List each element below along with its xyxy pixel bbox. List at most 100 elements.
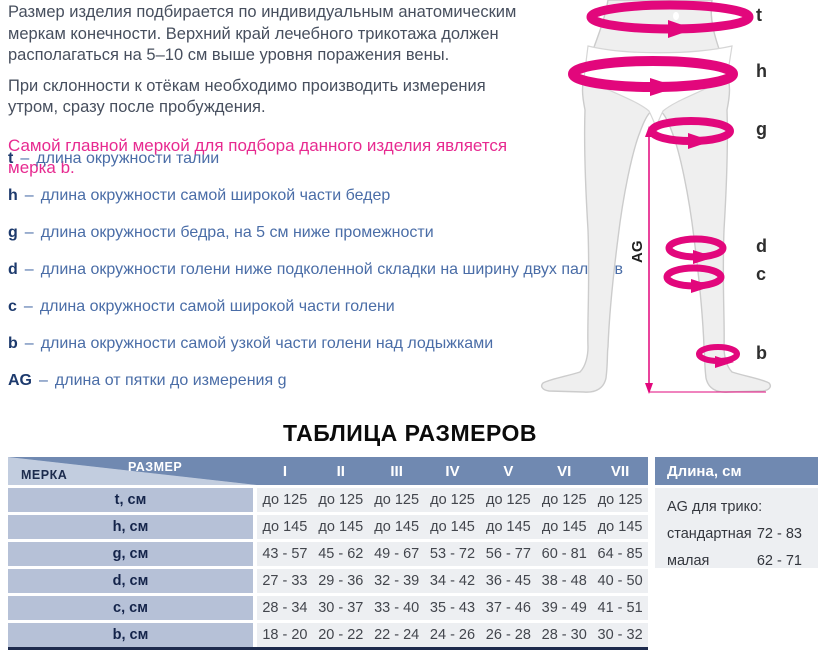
size-cell: 32 - 39 (374, 573, 420, 589)
ankle-arrow-b (696, 344, 740, 368)
figure-label-d: d (756, 236, 767, 256)
size-cell: 41 - 51 (597, 600, 643, 616)
length-panel: Длина, см AG для трико: стандартная 72 -… (655, 457, 818, 650)
legs-diagram-svg: AG (540, 0, 772, 394)
size-cell: до 145 (485, 519, 531, 535)
length-row-small: малая 62 - 71 (667, 547, 802, 574)
measurement-item-g: g – длина окружности бедра, на 5 см ниже… (8, 224, 628, 247)
row-label: g, см (8, 542, 253, 566)
column-header: III (390, 462, 403, 480)
measurement-separator: – (24, 187, 34, 204)
size-table: РАЗМЕР МЕРКА I II III IV V VI VII t, см … (8, 457, 648, 650)
measurement-key: t (8, 150, 14, 167)
measurement-item-c: c – длина окружности самой широкой части… (8, 298, 628, 321)
size-cell: 36 - 45 (485, 573, 531, 589)
intro-highlight: Самой главной меркой для подбора данного… (8, 135, 508, 177)
hips-arrow-h (568, 56, 738, 96)
size-cell: до 145 (318, 519, 364, 535)
size-cell: 28 - 30 (541, 627, 587, 643)
length-row-standard: стандартная 72 - 83 (667, 520, 802, 547)
size-cell: 60 - 81 (541, 546, 587, 562)
size-cell: 53 - 72 (429, 546, 476, 562)
size-cell: 40 - 50 (597, 573, 643, 589)
measurement-separator: – (20, 150, 30, 167)
row-cells: 27 - 33 29 - 36 32 - 39 34 - 42 36 - 45 … (257, 569, 648, 593)
size-cell: до 125 (485, 492, 531, 508)
corner-size-label: РАЗМЕР (128, 460, 183, 474)
measurement-desc: длина окружности бедра, на 5 см ниже про… (40, 224, 434, 241)
row-label: d, см (8, 569, 253, 593)
table-row-d: d, см 27 - 33 29 - 36 32 - 39 34 - 42 36… (8, 569, 648, 593)
size-cell: до 125 (430, 492, 475, 508)
size-cell: до 125 (318, 492, 364, 508)
measurement-desc: длина от пятки до измерения g (54, 372, 287, 389)
column-header: VI (557, 462, 572, 480)
table-row-t: t, см до 125 до 125 до 125 до 125 до 125… (8, 488, 648, 512)
table-row-c: c, см 28 - 34 30 - 37 33 - 40 35 - 43 37… (8, 596, 648, 620)
size-cell: 43 - 57 (262, 546, 308, 562)
row-cells: до 145 до 145 до 145 до 145 до 145 до 14… (257, 515, 648, 539)
measurement-key: b (8, 335, 18, 352)
intro-paragraph-2: При склонности к отёкам необходимо произ… (8, 76, 486, 117)
size-cell: 45 - 62 (318, 546, 364, 562)
size-cell: 64 - 85 (597, 546, 643, 562)
table-row-b: b, см 18 - 20 20 - 22 22 - 24 24 - 26 26… (8, 623, 648, 647)
legs-measurement-diagram: AG (530, 0, 820, 415)
size-cell: 22 - 24 (374, 627, 420, 643)
measurement-separator: – (24, 335, 34, 352)
waist-arrow-t (586, 0, 754, 38)
size-cell: 24 - 26 (429, 627, 476, 643)
size-cell: до 145 (597, 519, 643, 535)
size-cell: 49 - 67 (374, 546, 420, 562)
column-header: I (282, 462, 288, 480)
size-cell: 29 - 36 (318, 573, 364, 589)
measurement-desc: длина окружности самой узкой части голен… (40, 335, 494, 352)
column-header: IV (445, 462, 460, 480)
size-cell: 39 - 49 (541, 600, 587, 616)
measurement-desc: длина окружности самой широкой части гол… (39, 298, 395, 315)
instructions-section: Размер изделия подбирается по индивидуал… (8, 0, 820, 415)
figure-label-h: h (756, 61, 767, 81)
row-label: b, см (8, 623, 253, 647)
table-row-h: h, см до 145 до 145 до 145 до 145 до 145… (8, 515, 648, 539)
size-cell: 26 - 28 (485, 627, 531, 643)
size-cell: 34 - 42 (429, 573, 476, 589)
row-label: h, см (8, 515, 253, 539)
row-cells: до 125 до 125 до 125 до 125 до 125 до 12… (257, 488, 648, 512)
figure-label-b: b (756, 343, 767, 363)
table-header-row: РАЗМЕР МЕРКА I II III IV V VI VII (8, 457, 648, 485)
size-cell: 27 - 33 (262, 573, 308, 589)
size-cell: до 145 (541, 519, 587, 535)
length-row-label: малая (667, 552, 710, 569)
size-cell: до 125 (374, 492, 420, 508)
size-cell: 35 - 43 (429, 600, 476, 616)
corner-merka-label: МЕРКА (21, 468, 68, 482)
row-cells: 18 - 20 20 - 22 22 - 24 24 - 26 26 - 28 … (257, 623, 648, 647)
size-cell: 33 - 40 (374, 600, 420, 616)
calf-arrow-c (663, 264, 725, 293)
size-cell: до 145 (430, 519, 475, 535)
size-table-title: ТАБЛИЦА РАЗМЕРОВ (282, 420, 537, 446)
size-cell: 37 - 46 (485, 600, 531, 616)
row-label: c, см (8, 596, 253, 620)
size-cell: до 125 (597, 492, 643, 508)
figure-label-g: g (756, 119, 767, 139)
column-header: V (503, 462, 514, 480)
length-panel-body: AG для трико: стандартная 72 - 83 малая … (655, 488, 818, 569)
length-panel-header: Длина, см (655, 457, 818, 485)
below-knee-arrow-d (665, 235, 727, 264)
size-cell: 18 - 20 (262, 627, 308, 643)
row-cells: 43 - 57 45 - 62 49 - 67 53 - 72 56 - 77 … (257, 542, 648, 566)
column-header: II (336, 462, 345, 480)
figure-label-t: t (756, 5, 762, 25)
size-cell: до 125 (541, 492, 587, 508)
measurement-key: d (8, 261, 18, 278)
size-cell: 30 - 37 (318, 600, 364, 616)
measurement-key: c (8, 298, 17, 315)
size-cell: 56 - 77 (485, 546, 531, 562)
corner-cell: РАЗМЕР МЕРКА (8, 457, 257, 485)
measurement-separator: – (39, 372, 48, 389)
size-cell: до 125 (262, 492, 308, 508)
measurement-key: h (8, 187, 18, 204)
measurement-item-t: t – длина окружности талии (8, 150, 628, 173)
